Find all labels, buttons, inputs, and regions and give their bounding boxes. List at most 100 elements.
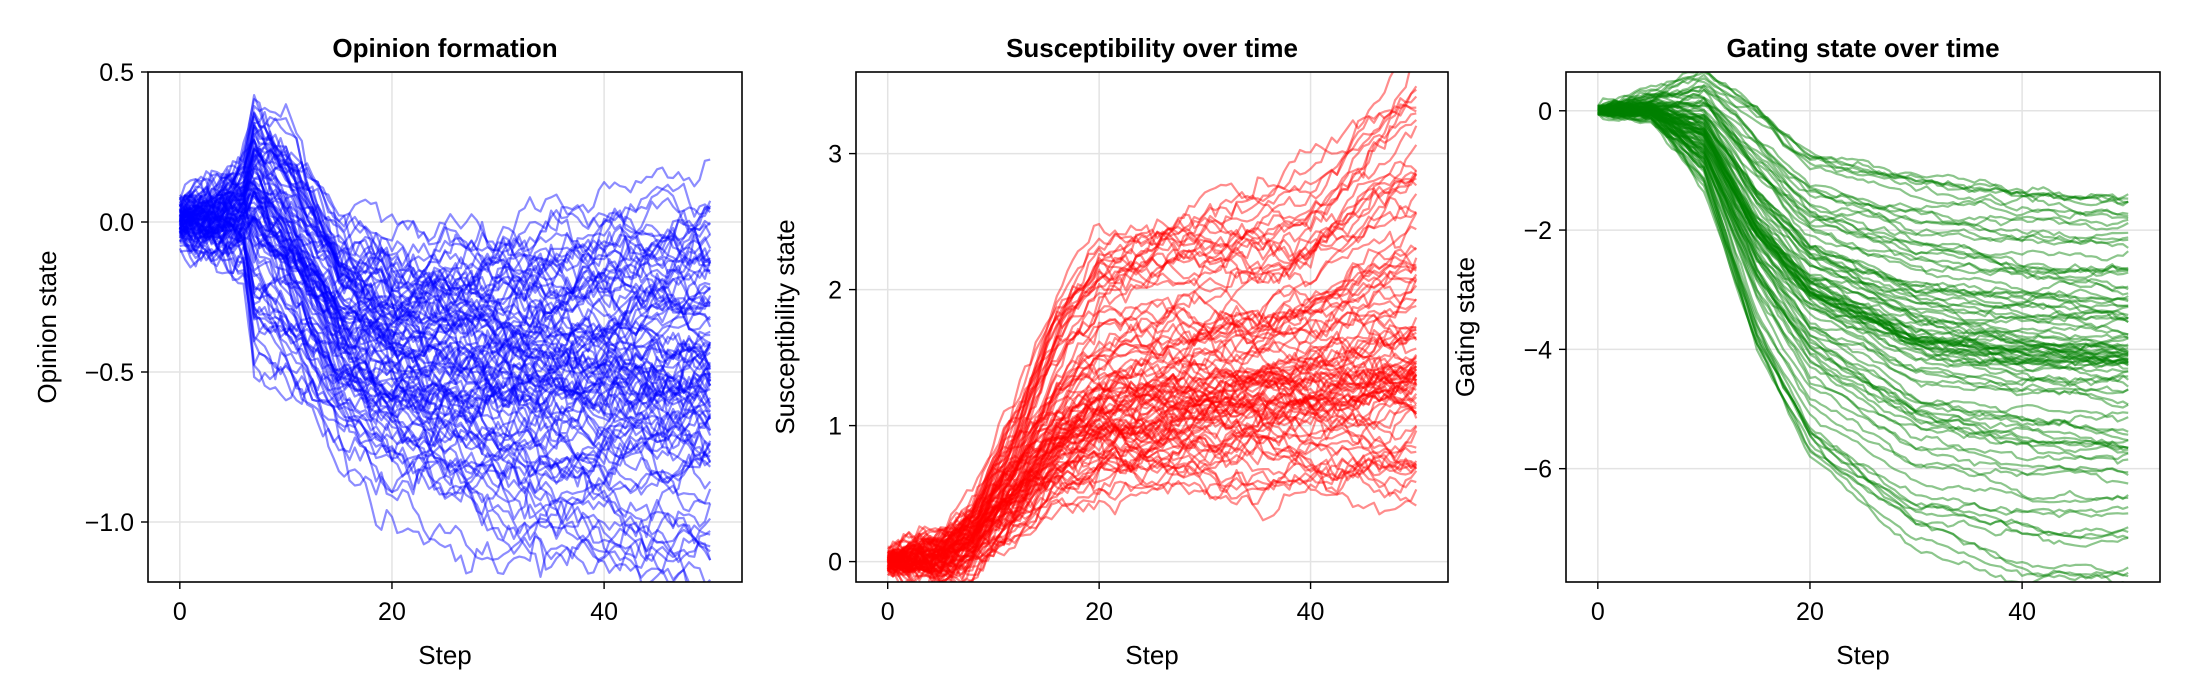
series-line	[178, 247, 712, 479]
series-line	[178, 222, 712, 522]
series-line	[1597, 108, 2129, 365]
series-line	[887, 366, 1417, 558]
series-line	[179, 148, 711, 317]
x-tick-label: 20	[378, 598, 406, 626]
series-line	[179, 184, 712, 414]
y-tick-label: −2	[1523, 217, 1552, 245]
panel-title: Gating state over time	[1726, 33, 1999, 63]
series-line	[179, 166, 712, 384]
series-line	[1597, 110, 2129, 454]
series-line	[1597, 101, 2129, 361]
series-line	[1597, 107, 2129, 305]
series-line	[1597, 88, 2129, 292]
series-line	[178, 208, 696, 582]
series-line	[178, 146, 712, 343]
series-line	[1597, 103, 2129, 322]
series-line	[886, 212, 1418, 572]
series-line	[1597, 102, 2129, 304]
series-line	[887, 170, 1418, 571]
series-line	[179, 217, 712, 582]
series-line	[1597, 109, 2129, 465]
series-line	[886, 380, 1418, 563]
series-line	[1597, 108, 2129, 324]
y-tick-label: 0.0	[99, 209, 134, 237]
series-line	[1597, 106, 2129, 369]
series-line	[1597, 109, 2129, 449]
series-line	[178, 232, 711, 525]
series-line	[886, 301, 1417, 578]
series-line	[179, 191, 711, 485]
series-line	[1597, 73, 2129, 207]
series-line	[1597, 106, 2129, 356]
series-line	[886, 72, 1411, 574]
series-line	[887, 427, 1418, 568]
series-line	[178, 198, 712, 521]
series-line	[178, 113, 711, 273]
series-line	[178, 192, 711, 411]
series-line	[887, 335, 1417, 569]
series-line	[886, 404, 1418, 578]
series-line	[178, 217, 712, 482]
series-line	[887, 104, 1417, 572]
series-line	[178, 98, 711, 321]
series-line	[178, 120, 711, 283]
series-line	[178, 203, 712, 460]
y-tick-label: 2	[828, 277, 842, 305]
series-line	[179, 221, 711, 410]
series-line	[1597, 103, 2129, 364]
series-line	[178, 231, 706, 582]
series-line	[886, 144, 1418, 559]
series-line	[1597, 106, 2129, 353]
series-line	[886, 257, 1418, 562]
series-line	[1597, 108, 2129, 336]
series-line	[887, 386, 1417, 567]
series-line	[178, 213, 711, 471]
series-line	[887, 173, 1418, 574]
series-line	[178, 138, 711, 387]
series-line	[179, 229, 711, 486]
series-line	[886, 352, 1418, 572]
series-line	[886, 196, 1417, 572]
y-axis-label: Gating state	[1450, 257, 1480, 397]
series-line	[1597, 106, 2129, 373]
series-line	[1597, 106, 2129, 383]
series-line	[178, 204, 712, 379]
series-line	[1597, 100, 2129, 367]
series-line	[179, 139, 711, 383]
series-line	[887, 361, 1417, 582]
y-tick-label: −1.0	[85, 509, 134, 537]
series-line	[886, 356, 1417, 576]
series-line	[886, 374, 1418, 561]
series-line	[1597, 84, 2129, 249]
series-line	[887, 177, 1418, 564]
x-tick-label: 0	[1591, 598, 1605, 626]
series-line	[178, 116, 711, 319]
series-line	[1597, 105, 2129, 324]
series-line	[179, 235, 712, 563]
series-line	[887, 388, 1418, 569]
y-tick-label: −0.5	[85, 359, 134, 387]
series-line	[886, 248, 1418, 569]
x-tick-label: 20	[1085, 598, 1113, 626]
series-line	[887, 445, 1417, 582]
series-line	[1597, 92, 2129, 275]
series-line	[178, 215, 712, 450]
series-line	[887, 171, 1417, 550]
series-line	[886, 426, 1417, 571]
series-line	[887, 395, 1417, 576]
series-line	[1597, 88, 2129, 204]
series-line	[1597, 77, 2129, 207]
series-line	[179, 182, 711, 322]
series-line	[886, 335, 1417, 569]
series-line	[178, 201, 711, 460]
series-line	[178, 150, 712, 272]
series-line	[1597, 92, 2129, 290]
series-line	[178, 181, 712, 394]
y-tick-label: 0	[1538, 98, 1552, 126]
series-line	[1597, 104, 2129, 314]
series-line	[1597, 109, 2129, 578]
series-line	[1597, 102, 2129, 275]
series-line	[1597, 109, 2129, 540]
series-line	[179, 210, 711, 513]
series-line	[179, 148, 711, 356]
